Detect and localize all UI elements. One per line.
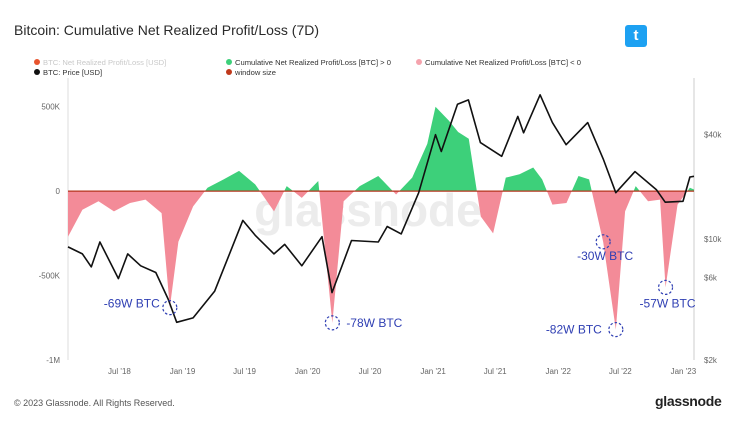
x-axis-tick-label: Jan '21 [420, 367, 446, 376]
x-axis-tick-label: Jul '18 [108, 367, 131, 376]
chart-area: glassnode 500K 0 -500K -1M $40k $10k $6k $2k Jul … [39, 78, 722, 376]
brand-logo: glassnode [655, 393, 722, 409]
annotation-marker [324, 315, 340, 331]
annotation-label: -57W BTC [640, 296, 696, 310]
x-axis-tick-label: Jul '19 [233, 367, 256, 376]
x-axis-tick-label: Jan '23 [671, 367, 697, 376]
annotation-marker [608, 322, 624, 338]
legend-label: Cumulative Net Realized Profit/Loss [BTC… [235, 58, 391, 67]
x-axis-tick-label: Jul '20 [359, 367, 382, 376]
annotation-label: -30W BTC [577, 249, 633, 263]
legend-item-net-realized-usd[interactable]: BTC: Net Realized Profit/Loss [USD] [34, 58, 166, 67]
annotation-label: -82W BTC [546, 323, 602, 337]
legend-swatch [34, 59, 40, 65]
x-axis-tick-label: Jul '21 [484, 367, 507, 376]
legend-label: window size [235, 68, 276, 77]
x-axis-tick-label: Jul '22 [609, 367, 632, 376]
twitter-icon[interactable]: t [625, 25, 647, 47]
legend-swatch [226, 69, 232, 75]
annotation-marker [595, 234, 611, 250]
legend-swatch [416, 59, 422, 65]
negative-area-series [68, 191, 688, 330]
left-axis-tick-label: 500K [41, 103, 60, 112]
legend-label: Cumulative Net Realized Profit/Loss [BTC… [425, 58, 581, 67]
left-axis-tick-label: 0 [56, 187, 61, 196]
x-axis-tick-label: Jan '20 [295, 367, 321, 376]
legend-item-positive[interactable]: Cumulative Net Realized Profit/Loss [BTC… [226, 58, 391, 67]
chart-title: Bitcoin: Cumulative Net Realized Profit/… [14, 22, 320, 38]
left-axis-tick-label: -500K [39, 272, 61, 281]
legend-item-negative[interactable]: Cumulative Net Realized Profit/Loss [BTC… [416, 58, 581, 67]
legend-swatch [226, 59, 232, 65]
annotation-marker [162, 300, 178, 316]
annotation-label: -78W BTC [346, 316, 402, 330]
copyright: © 2023 Glassnode. All Rights Reserved. [14, 398, 175, 408]
right-axis-tick-label: $6k [704, 273, 718, 282]
legend-swatch [34, 69, 40, 75]
positive-area-series [204, 106, 694, 192]
annotation-marker [657, 279, 674, 295]
legend-label: BTC: Net Realized Profit/Loss [USD] [43, 58, 167, 67]
x-axis-tick-label: Jan '22 [545, 367, 571, 376]
x-axis-tick-label: Jan '19 [170, 367, 196, 376]
legend-item-price[interactable]: BTC: Price [USD] [34, 68, 102, 77]
watermark: glassnode [254, 184, 482, 236]
left-axis-tick-label: -1M [46, 356, 60, 365]
legend-label: BTC: Price [USD] [43, 68, 103, 77]
right-axis-tick-label: $40k [704, 131, 722, 140]
right-axis-tick-label: $10k [704, 235, 722, 244]
right-axis-tick-label: $2k [704, 356, 718, 365]
price-line-series [67, 94, 695, 324]
annotation-label: -69W BTC [104, 297, 160, 311]
legend-item-window-size[interactable]: window size [226, 68, 276, 77]
